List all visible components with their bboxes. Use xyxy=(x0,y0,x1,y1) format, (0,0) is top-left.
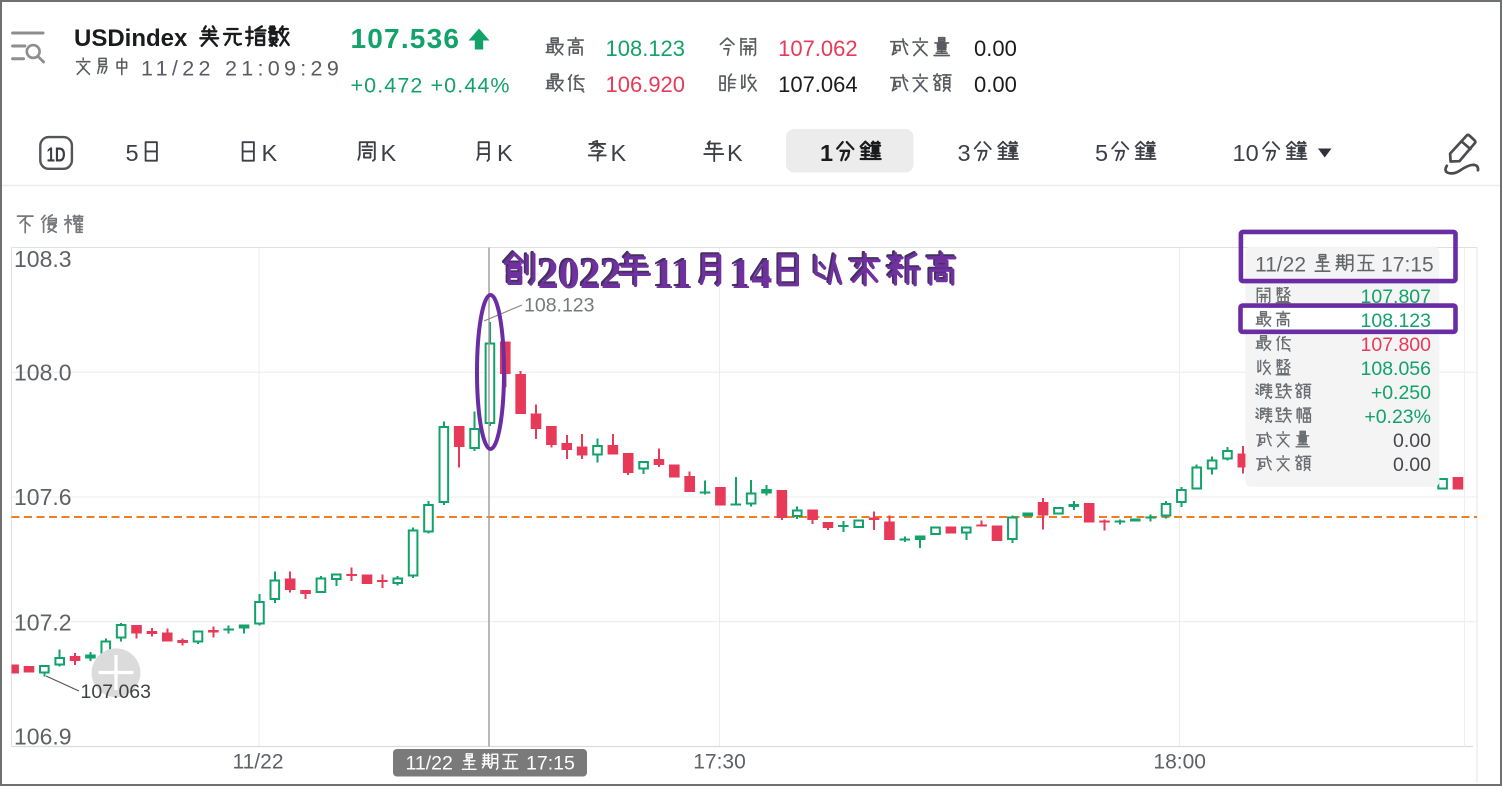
svg-text:0.00: 0.00 xyxy=(974,72,1017,97)
svg-text:106.9: 106.9 xyxy=(14,724,72,750)
svg-text:107.2: 107.2 xyxy=(14,609,72,635)
svg-text:107.063: 107.063 xyxy=(81,681,152,703)
svg-text:108.123: 108.123 xyxy=(524,295,595,317)
svg-text:0.00: 0.00 xyxy=(974,36,1017,61)
svg-text:1: 1 xyxy=(820,140,833,166)
svg-text:107.807: 107.807 xyxy=(1361,286,1432,308)
svg-text:K: K xyxy=(262,140,278,166)
svg-text:11/22: 11/22 xyxy=(1255,254,1306,277)
svg-text:11: 11 xyxy=(652,250,692,296)
svg-text:17:30: 17:30 xyxy=(693,751,746,774)
svg-text:17:15: 17:15 xyxy=(1381,254,1434,277)
svg-text:0.00: 0.00 xyxy=(1393,430,1431,452)
svg-text:+0.472 +0.44%: +0.472 +0.44% xyxy=(351,73,511,97)
svg-text:11/22 21:09:29: 11/22 21:09:29 xyxy=(141,57,343,81)
svg-text:107.536: 107.536 xyxy=(351,23,461,54)
svg-text:11/22: 11/22 xyxy=(406,753,453,775)
svg-text:+0.23%: +0.23% xyxy=(1364,406,1431,428)
svg-text:106.920: 106.920 xyxy=(606,72,686,97)
svg-text:11: 11 xyxy=(653,252,693,298)
svg-text:18:00: 18:00 xyxy=(1153,751,1206,774)
svg-text:+0.250: +0.250 xyxy=(1371,382,1431,404)
svg-text:K: K xyxy=(497,140,513,166)
svg-text:107.800: 107.800 xyxy=(1361,334,1432,356)
svg-text:108.123: 108.123 xyxy=(1361,310,1432,332)
svg-text:107.062: 107.062 xyxy=(778,36,858,61)
svg-text:108.123: 108.123 xyxy=(606,36,686,61)
svg-text:10: 10 xyxy=(1233,140,1259,166)
svg-text:14: 14 xyxy=(730,252,772,298)
svg-text:108.3: 108.3 xyxy=(14,246,72,272)
svg-text:107.064: 107.064 xyxy=(778,72,858,97)
svg-text:107.6: 107.6 xyxy=(14,484,72,510)
svg-text:K: K xyxy=(611,140,627,166)
svg-text:17:15: 17:15 xyxy=(526,753,575,775)
svg-text:0.00: 0.00 xyxy=(1393,454,1431,476)
svg-text:108.0: 108.0 xyxy=(14,359,72,385)
svg-text:5: 5 xyxy=(1095,140,1108,166)
svg-text:11/22: 11/22 xyxy=(233,751,284,774)
svg-text:K: K xyxy=(727,140,743,166)
svg-text:K: K xyxy=(381,140,397,166)
svg-text:108.056: 108.056 xyxy=(1361,358,1432,380)
svg-text:USDindex: USDindex xyxy=(74,25,188,52)
svg-text:1D: 1D xyxy=(47,144,66,167)
svg-text:2022: 2022 xyxy=(536,250,620,296)
svg-text:5: 5 xyxy=(126,140,139,166)
svg-text:3: 3 xyxy=(958,140,971,166)
svg-text:2022: 2022 xyxy=(538,252,622,298)
svg-text:14: 14 xyxy=(729,250,771,296)
